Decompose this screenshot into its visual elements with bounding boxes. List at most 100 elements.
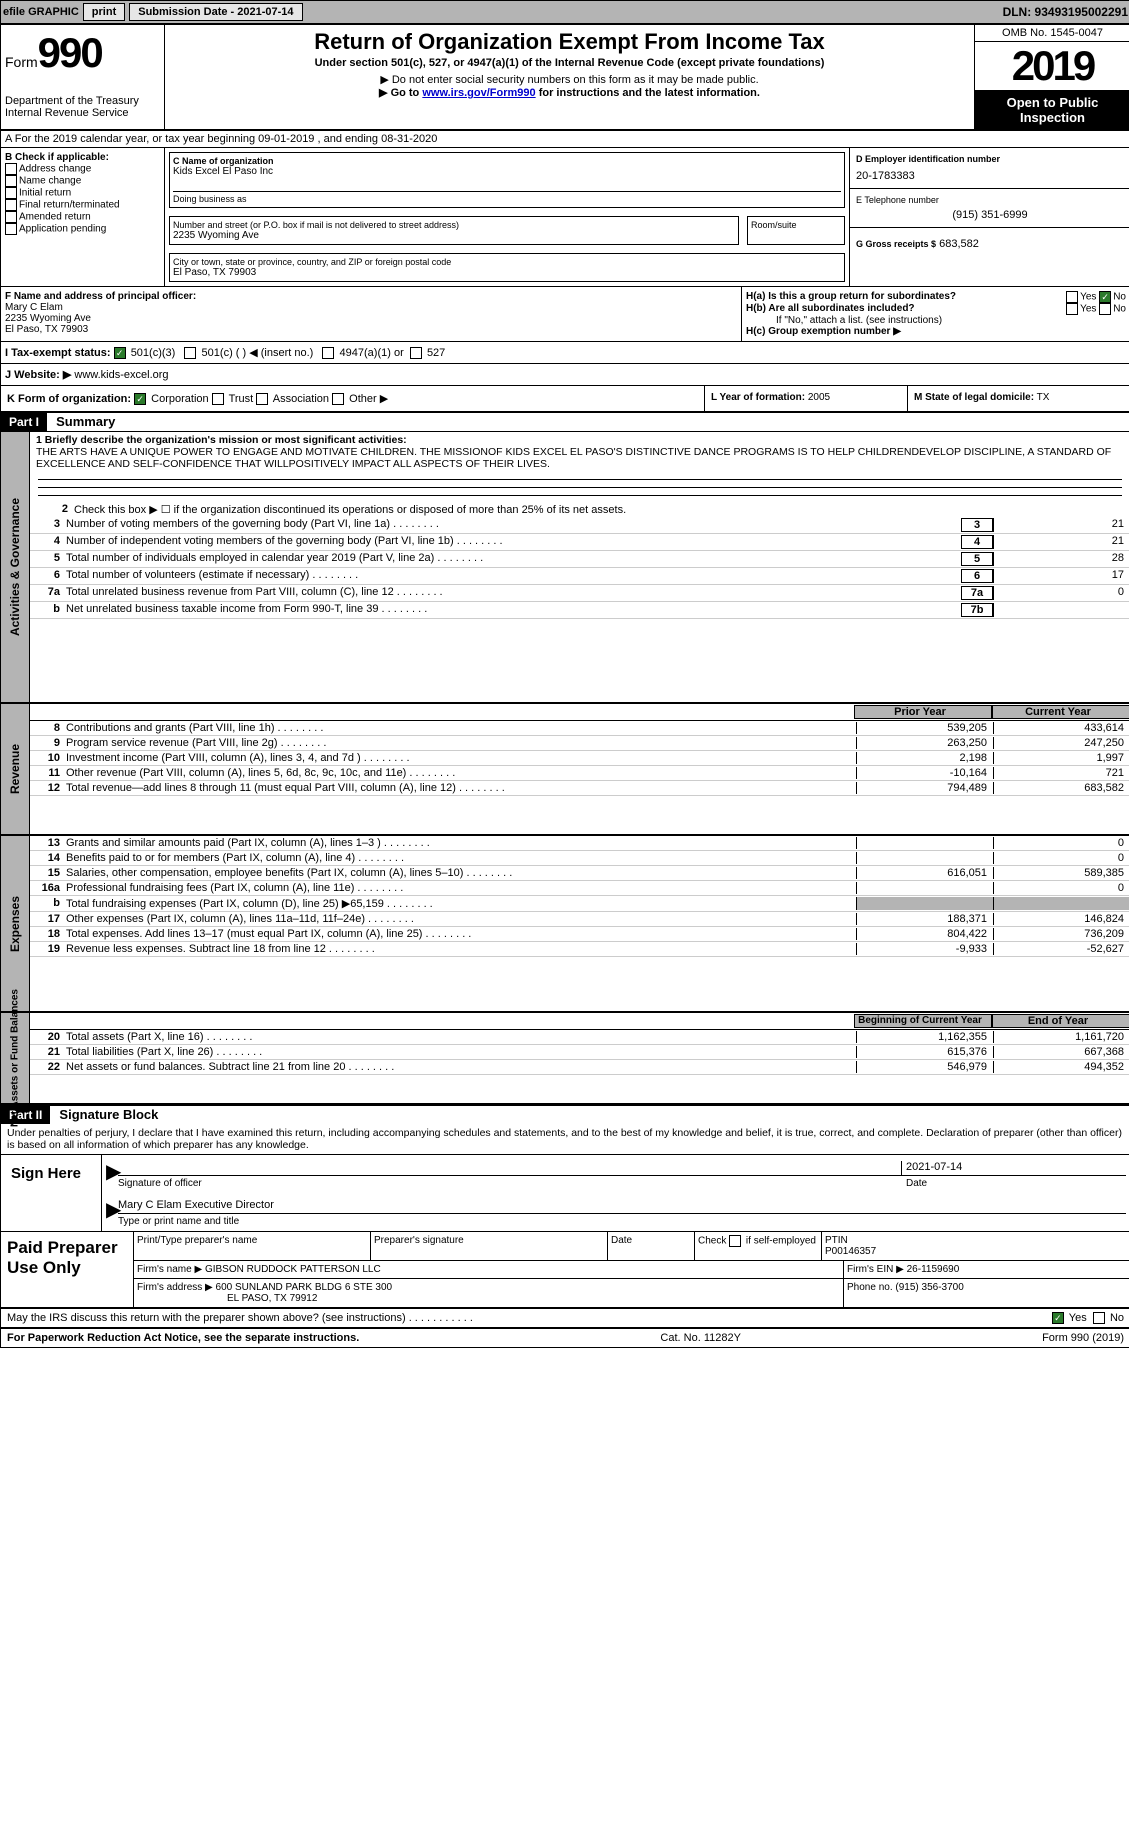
table-row: 21Total liabilities (Part X, line 26) . … <box>30 1045 1129 1060</box>
cb-ha-yes[interactable] <box>1066 291 1078 303</box>
topbar: efile GRAPHIC print Submission Date - 20… <box>1 1 1129 25</box>
line2: Check this box ▶ ☐ if the organization d… <box>74 503 1129 516</box>
firm-phone-label: Phone no. <box>847 1282 893 1293</box>
print-button[interactable]: print <box>83 3 125 21</box>
dept-label: Department of the Treasury <box>5 95 160 107</box>
cb-501c3[interactable] <box>114 347 126 359</box>
cb-name-change[interactable] <box>5 175 17 187</box>
org-name: Kids Excel El Paso Inc <box>173 166 841 177</box>
gross-label: G Gross receipts $ <box>856 239 936 249</box>
street-address: 2235 Wyoming Ave <box>173 230 735 241</box>
firm-addr2: EL PASO, TX 79912 <box>137 1293 317 1304</box>
cb-hb-no[interactable] <box>1099 303 1111 315</box>
part2-title: Signature Block <box>53 1105 164 1124</box>
city-label: City or town, state or province, country… <box>173 257 841 267</box>
prep-col-name: Print/Type preparer's name <box>134 1232 371 1260</box>
firm-addr-label: Firm's address ▶ <box>137 1282 213 1293</box>
firm-name-label: Firm's name ▶ <box>137 1264 202 1275</box>
submission-date-button[interactable]: Submission Date - 2021-07-14 <box>129 3 302 21</box>
table-row: 3Number of voting members of the governi… <box>30 517 1129 534</box>
cb-trust[interactable] <box>212 393 224 405</box>
cb-assoc[interactable] <box>256 393 268 405</box>
table-row: 14Benefits paid to or for members (Part … <box>30 851 1129 866</box>
paid-preparer-label: Paid Preparer Use Only <box>1 1232 134 1307</box>
vtab-expenses: Expenses <box>1 836 30 1011</box>
prep-col-date: Date <box>608 1232 695 1260</box>
table-row: 16aProfessional fundraising fees (Part I… <box>30 881 1129 896</box>
cb-other[interactable] <box>332 393 344 405</box>
cb-501c[interactable] <box>184 347 196 359</box>
firm-ein: 26-1159690 <box>907 1264 960 1275</box>
cb-discuss-no[interactable] <box>1093 1312 1105 1324</box>
l-value: 2005 <box>808 392 830 403</box>
table-row: 10Investment income (Part VIII, column (… <box>30 751 1129 766</box>
discuss-label: May the IRS discuss this return with the… <box>7 1312 406 1324</box>
cb-corp[interactable] <box>134 393 146 405</box>
table-row: 12Total revenue—add lines 8 through 11 (… <box>30 781 1129 796</box>
note2-post: for instructions and the latest informat… <box>536 87 760 99</box>
room-box: Room/suite <box>747 216 845 245</box>
col-end-year: End of Year <box>992 1014 1129 1028</box>
m-value: TX <box>1037 392 1050 403</box>
cb-self-employed[interactable] <box>729 1235 741 1247</box>
org-name-box: C Name of organization Kids Excel El Pas… <box>169 152 845 208</box>
cb-final-return[interactable] <box>5 199 17 211</box>
k-label: K Form of organization: <box>7 393 131 405</box>
hc-label: H(c) Group exemption number ▶ <box>746 326 1126 337</box>
cb-hb-yes[interactable] <box>1066 303 1078 315</box>
sig-officer-label: Signature of officer <box>118 1178 906 1189</box>
pra-notice: For Paperwork Reduction Act Notice, see … <box>7 1332 359 1344</box>
table-row: 11Other revenue (Part VIII, column (A), … <box>30 766 1129 781</box>
note1: ▶ Do not enter social security numbers o… <box>171 73 968 86</box>
section-b-label: B Check if applicable: <box>5 152 160 163</box>
officer-name: Mary C Elam <box>5 302 737 313</box>
firm-ein-label: Firm's EIN ▶ <box>847 1264 904 1275</box>
cb-ha-no[interactable] <box>1099 291 1111 303</box>
ein-value: 20-1783383 <box>856 170 1124 182</box>
omb-number: OMB No. 1545-0047 <box>975 25 1129 42</box>
ptin-label: PTIN <box>825 1235 1127 1246</box>
irs-label: Internal Revenue Service <box>5 107 160 119</box>
vtab-revenue: Revenue <box>1 704 30 834</box>
officer-label: F Name and address of principal officer: <box>5 291 737 302</box>
address-box: Number and street (or P.O. box if mail i… <box>169 216 739 245</box>
line1-label: 1 Briefly describe the organization's mi… <box>36 434 407 446</box>
col-prior-year: Prior Year <box>854 705 992 719</box>
cb-app-pending[interactable] <box>5 223 17 235</box>
addr-label: Number and street (or P.O. box if mail i… <box>173 220 735 230</box>
firm-addr1: 600 SUNLAND PARK BLDG 6 STE 300 <box>216 1282 393 1293</box>
cb-discuss-yes[interactable] <box>1052 1312 1064 1324</box>
ptin-value: P00146357 <box>825 1246 1127 1257</box>
form-subtitle: Under section 501(c), 527, or 4947(a)(1)… <box>171 57 968 69</box>
city-value: El Paso, TX 79903 <box>173 267 841 278</box>
table-row: 17Other expenses (Part IX, column (A), l… <box>30 912 1129 927</box>
part1-header: Part I <box>1 413 47 431</box>
section-b: B Check if applicable: Address change Na… <box>1 148 165 286</box>
cb-amended[interactable] <box>5 211 17 223</box>
i-label: I Tax-exempt status: <box>5 347 111 359</box>
irs-link[interactable]: www.irs.gov/Form990 <box>422 87 535 99</box>
phone-value: (915) 351-6999 <box>856 209 1124 221</box>
perjury-text: Under penalties of perjury, I declare th… <box>1 1124 1129 1155</box>
ha-label: H(a) Is this a group return for subordin… <box>746 291 956 303</box>
cb-4947[interactable] <box>322 347 334 359</box>
cat-number: Cat. No. 11282Y <box>660 1332 741 1344</box>
mission-text: THE ARTS HAVE A UNIQUE POWER TO ENGAGE A… <box>36 446 1111 470</box>
table-row: 19Revenue less expenses. Subtract line 1… <box>30 942 1129 957</box>
row-a-period: A For the 2019 calendar year, or tax yea… <box>1 131 1129 148</box>
open-inspection-badge: Open to Public Inspection <box>975 91 1129 129</box>
cb-527[interactable] <box>410 347 422 359</box>
table-row: bNet unrelated business taxable income f… <box>30 602 1129 619</box>
tax-year: 2019 <box>975 42 1129 91</box>
form-number: 990 <box>38 29 102 76</box>
table-row: bTotal fundraising expenses (Part IX, co… <box>30 896 1129 912</box>
part1-title: Summary <box>50 412 121 431</box>
firm-name: GIBSON RUDDOCK PATTERSON LLC <box>205 1264 381 1275</box>
j-label: J Website: ▶ <box>5 369 71 381</box>
vtab-net-assets: Net Assets or Fund Balances <box>1 1013 30 1103</box>
cb-address-change[interactable] <box>5 163 17 175</box>
l-label: L Year of formation: <box>711 392 805 403</box>
cb-initial-return[interactable] <box>5 187 17 199</box>
ein-label: D Employer identification number <box>856 154 1124 164</box>
hb-label: H(b) Are all subordinates included? <box>746 303 915 315</box>
